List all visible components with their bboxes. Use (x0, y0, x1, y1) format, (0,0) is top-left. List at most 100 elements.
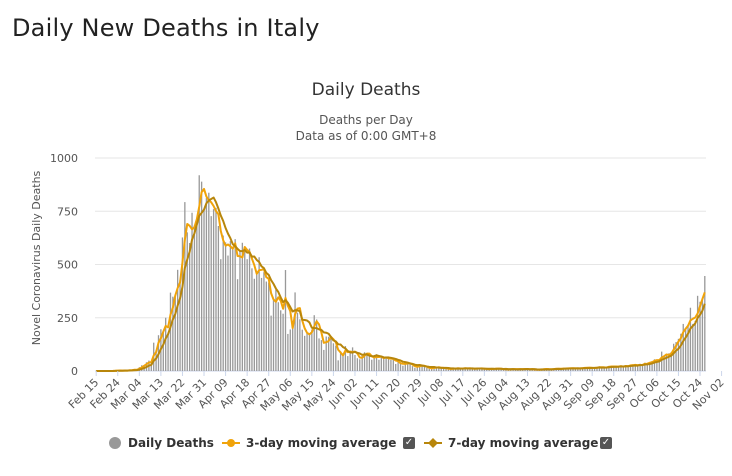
daily-deaths-bar[interactable] (469, 368, 471, 371)
daily-deaths-bar[interactable] (344, 346, 347, 371)
daily-deaths-bar[interactable] (203, 209, 205, 371)
daily-deaths-bar[interactable] (378, 359, 380, 371)
daily-deaths-bar[interactable] (167, 333, 169, 371)
daily-deaths-bar[interactable] (423, 366, 426, 371)
daily-deaths-bar[interactable] (282, 313, 284, 371)
daily-deaths-bar[interactable] (165, 317, 167, 371)
daily-deaths-bar[interactable] (637, 365, 639, 371)
daily-deaths-bar[interactable] (629, 364, 632, 371)
daily-deaths-bar[interactable] (205, 198, 208, 371)
daily-deaths-bar[interactable] (191, 212, 193, 371)
toggle-7day-checkbox[interactable]: ✓ (600, 437, 612, 449)
daily-deaths-bar[interactable] (380, 355, 382, 371)
daily-deaths-bar[interactable] (407, 362, 409, 371)
daily-deaths-bar[interactable] (280, 310, 282, 371)
daily-deaths-bar[interactable] (239, 250, 241, 371)
daily-deaths-bar[interactable] (251, 268, 253, 371)
daily-deaths-bar[interactable] (222, 235, 224, 371)
daily-deaths-bar[interactable] (704, 276, 706, 371)
daily-deaths-bar[interactable] (591, 367, 593, 371)
daily-deaths-bar[interactable] (680, 333, 682, 371)
daily-deaths-bar[interactable] (665, 355, 668, 371)
daily-deaths-bar[interactable] (689, 307, 692, 371)
daily-deaths-bar[interactable] (701, 299, 704, 371)
daily-deaths-bar[interactable] (224, 242, 227, 371)
daily-deaths-bar[interactable] (567, 368, 569, 371)
daily-deaths-bar[interactable] (337, 360, 339, 371)
daily-deaths-bar[interactable] (577, 368, 579, 371)
daily-deaths-bar[interactable] (354, 355, 356, 371)
daily-deaths-bar[interactable] (284, 270, 287, 371)
daily-deaths-bar[interactable] (227, 255, 229, 371)
daily-deaths-bar[interactable] (694, 320, 696, 371)
daily-deaths-bar[interactable] (646, 363, 648, 371)
daily-deaths-bar[interactable] (241, 242, 244, 371)
daily-deaths-bar[interactable] (356, 358, 359, 371)
daily-deaths-bar[interactable] (620, 365, 622, 371)
daily-deaths-bar[interactable] (184, 202, 186, 371)
daily-deaths-bar[interactable] (301, 329, 303, 371)
daily-deaths-bar[interactable] (454, 368, 457, 371)
daily-deaths-bar[interactable] (363, 352, 366, 371)
daily-deaths-bar[interactable] (438, 367, 440, 371)
daily-deaths-bar[interactable] (608, 365, 610, 371)
daily-deaths-bar[interactable] (236, 279, 239, 371)
daily-deaths-bar[interactable] (670, 352, 672, 371)
legend-item-3day-average[interactable]: 3-day moving average (222, 434, 396, 452)
daily-deaths-bar[interactable] (289, 329, 291, 371)
daily-deaths-bar[interactable] (294, 292, 296, 371)
daily-deaths-bar[interactable] (402, 365, 404, 371)
daily-deaths-bar[interactable] (581, 368, 584, 371)
toggle-3day-checkbox[interactable]: ✓ (403, 437, 415, 449)
daily-deaths-bar[interactable] (375, 354, 378, 371)
daily-deaths-bar[interactable] (179, 280, 181, 371)
daily-deaths-bar[interactable] (327, 336, 330, 371)
daily-deaths-bar[interactable] (397, 361, 399, 371)
bar-series[interactable] (112, 175, 706, 371)
daily-deaths-bar[interactable] (459, 368, 462, 371)
daily-deaths-bar[interactable] (330, 337, 332, 371)
daily-deaths-bar[interactable] (409, 364, 411, 371)
daily-deaths-bar[interactable] (442, 368, 445, 371)
daily-deaths-bar[interactable] (653, 359, 656, 371)
daily-deaths-bar[interactable] (198, 175, 200, 371)
daily-deaths-bar[interactable] (260, 277, 263, 371)
daily-deaths-bar[interactable] (447, 369, 450, 371)
daily-deaths-bar[interactable] (351, 347, 354, 371)
daily-deaths-bar[interactable] (615, 366, 617, 371)
daily-deaths-bar[interactable] (395, 363, 397, 371)
daily-deaths-bar[interactable] (308, 334, 311, 371)
daily-deaths-bar[interactable] (339, 351, 342, 371)
daily-deaths-bar[interactable] (478, 368, 481, 371)
daily-deaths-bar[interactable] (215, 207, 217, 371)
daily-deaths-bar[interactable] (169, 292, 172, 371)
daily-deaths-bar[interactable] (471, 368, 474, 371)
daily-deaths-bar[interactable] (253, 278, 255, 371)
daily-deaths-bar[interactable] (677, 338, 680, 371)
daily-deaths-bar[interactable] (232, 249, 234, 371)
daily-deaths-bar[interactable] (483, 369, 486, 371)
daily-deaths-bar[interactable] (644, 362, 646, 371)
daily-deaths-bar[interactable] (502, 369, 505, 371)
daily-deaths-bar[interactable] (613, 366, 615, 371)
daily-deaths-bar[interactable] (181, 237, 184, 371)
daily-deaths-bar[interactable] (641, 365, 644, 371)
daily-deaths-bar[interactable] (462, 368, 464, 371)
daily-deaths-bar[interactable] (248, 248, 251, 371)
daily-deaths-bar[interactable] (299, 319, 301, 371)
daily-deaths-bar[interactable] (368, 355, 371, 371)
daily-deaths-bar[interactable] (692, 323, 694, 371)
daily-deaths-bar[interactable] (481, 368, 483, 371)
daily-deaths-bar[interactable] (263, 272, 265, 371)
daily-deaths-bar[interactable] (404, 362, 406, 371)
daily-deaths-bar[interactable] (373, 357, 375, 371)
daily-deaths-bar[interactable] (450, 369, 452, 371)
daily-deaths-bar[interactable] (320, 340, 323, 371)
daily-deaths-bar[interactable] (234, 239, 236, 371)
daily-deaths-bar[interactable] (421, 365, 423, 371)
daily-deaths-bar[interactable] (634, 365, 636, 371)
daily-deaths-bar[interactable] (560, 369, 562, 371)
daily-deaths-bar[interactable] (593, 368, 596, 371)
daily-deaths-bar[interactable] (579, 368, 581, 371)
daily-deaths-bar[interactable] (488, 369, 490, 371)
